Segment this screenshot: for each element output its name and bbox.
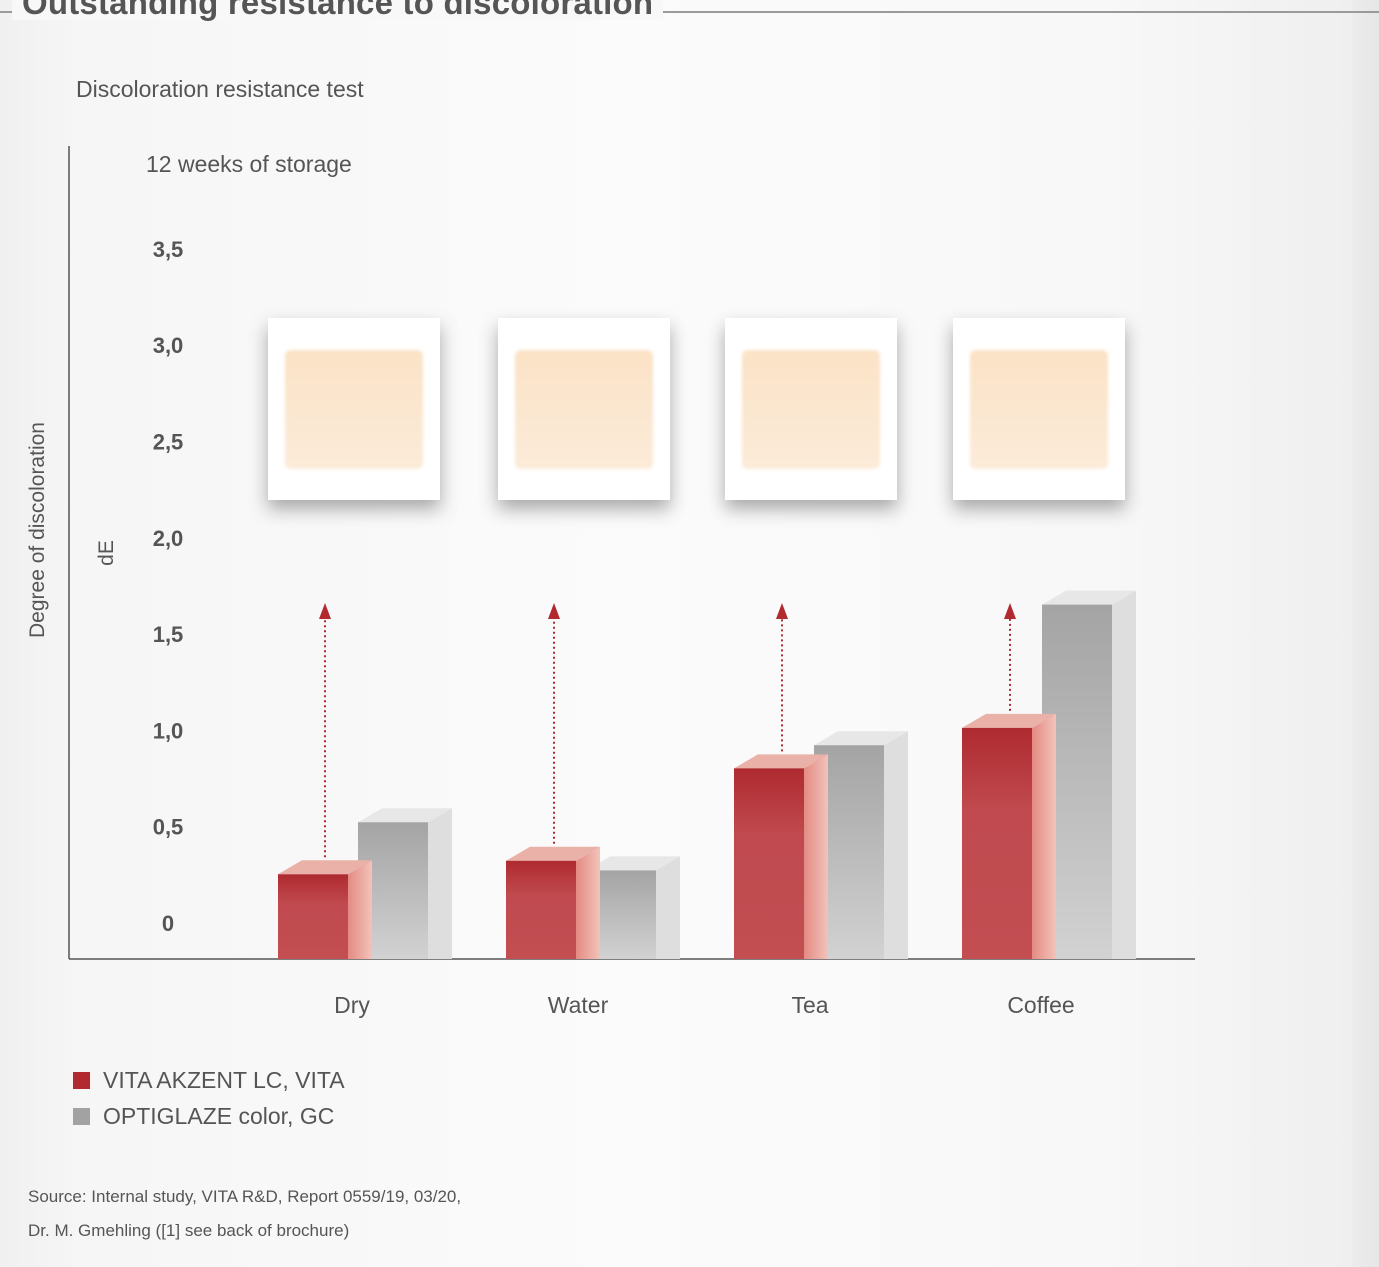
bar-vita-coffee-side <box>1032 713 1056 959</box>
arrow-head-coffee <box>1004 603 1016 619</box>
bar-gc-coffee-top <box>1042 590 1136 605</box>
y-tick-label: 0 <box>162 911 174 936</box>
bar-vita-coffee-top <box>962 713 1056 728</box>
bar-vita-tea-front <box>734 768 804 959</box>
specimen-swatch-tea <box>742 350 880 469</box>
bar-vita-tea-top <box>734 754 828 769</box>
arrow-head-dry <box>319 603 331 619</box>
bar-vita-tea-side <box>804 754 828 959</box>
bar-gc-water-top <box>586 856 680 871</box>
y-tick-label: 2,5 <box>153 430 184 455</box>
specimen-swatch-dry <box>285 350 423 469</box>
bar-gc-water <box>586 856 680 959</box>
bar-vita-dry <box>278 860 372 959</box>
arrow-head-tea <box>776 603 788 619</box>
bar-gc-dry-top <box>358 808 452 823</box>
section-heading: Outstanding resistance to discoloration <box>12 0 664 20</box>
bar-vita-dry-front <box>278 874 348 959</box>
bar-gc-tea-top <box>814 731 908 746</box>
bar-gc-tea-side <box>884 731 908 959</box>
x-tick-label-coffee: Coffee <box>1007 992 1074 1018</box>
legend-label-vita: VITA AKZENT LC, VITA <box>103 1066 345 1093</box>
specimen-swatch-water <box>515 350 653 469</box>
y-tick-label: 1,0 <box>153 718 184 743</box>
y-tick-label: 3,0 <box>153 333 184 358</box>
bar-vita-dry-top <box>278 860 372 875</box>
heading-rule <box>0 11 1379 13</box>
bar-gc-coffee <box>1042 590 1136 959</box>
bar-gc-dry-side <box>428 808 452 959</box>
y-tick-label: 2,0 <box>153 526 184 551</box>
bar-vita-water-side <box>576 846 600 959</box>
y-tick-label: 1,5 <box>153 622 184 647</box>
bar-vita-tea <box>734 754 828 959</box>
legend-item-vita: VITA AKZENT LC, VITA <box>73 1067 345 1093</box>
bar-vita-dry-side <box>348 860 372 959</box>
specimen-swatch-coffee <box>970 350 1108 469</box>
chart-subtitle: 12 weeks of storage <box>146 151 352 177</box>
chart-canvas: 0 0,5 1,0 1,5 2,0 2,5 3,0 3,5 Dry Water Tea Coffee <box>68 146 1195 1018</box>
bar-vita-water-front <box>506 860 576 959</box>
y-tick-label: 3,5 <box>153 237 184 262</box>
legend-swatch-gc <box>73 1107 90 1125</box>
bar-gc-coffee-side <box>1112 590 1136 959</box>
bar-vita-coffee <box>962 713 1056 959</box>
source-line-1: Source: Internal study, VITA R&D, Report… <box>28 1187 462 1206</box>
bar-gc-water-side <box>656 856 680 959</box>
page-edge-strip <box>1352 0 1379 1267</box>
legend-item-gc: OPTIGLAZE color, GC <box>73 1103 334 1129</box>
bar-gc-dry <box>358 808 452 959</box>
bar-vita-water-top <box>506 846 600 861</box>
x-tick-label-tea: Tea <box>791 992 828 1018</box>
arrow-head-water <box>548 603 560 619</box>
bar-vita-water <box>506 846 600 959</box>
bar-vita-coffee-front <box>962 727 1032 959</box>
y-tick-label: 0,5 <box>153 815 184 840</box>
bar-gc-tea <box>814 731 908 959</box>
legend-swatch-vita <box>73 1071 90 1089</box>
legend-label-gc: OPTIGLAZE color, GC <box>103 1102 335 1129</box>
chart-title: Discoloration resistance test <box>76 76 364 102</box>
x-tick-label-water: Water <box>548 992 609 1018</box>
source-line-2: Dr. M. Gmehling ([1] see back of brochur… <box>28 1221 350 1240</box>
x-tick-label-dry: Dry <box>334 992 370 1018</box>
